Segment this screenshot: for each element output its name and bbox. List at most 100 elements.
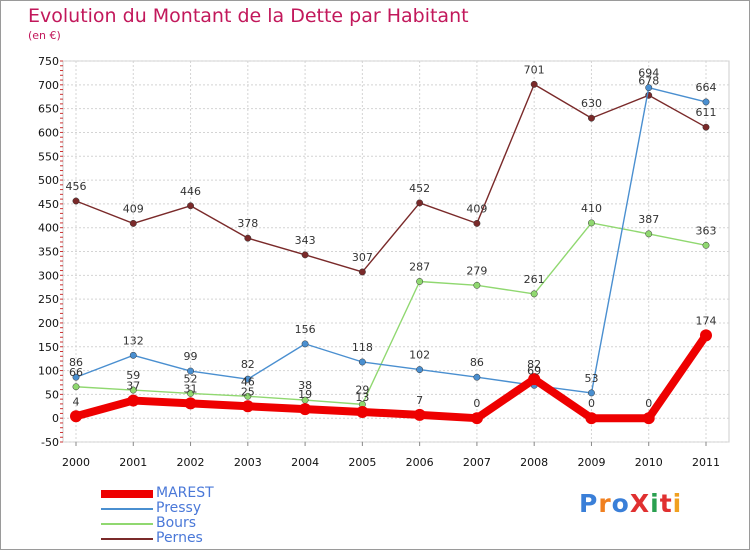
data-point-marest bbox=[470, 412, 483, 425]
legend-swatch bbox=[101, 508, 153, 510]
data-point-pernes bbox=[244, 234, 252, 242]
legend: MAREST Pressy Bours Pernes bbox=[101, 485, 301, 546]
data-point-pernes bbox=[588, 114, 595, 122]
x-tick-label: 2004 bbox=[291, 456, 319, 469]
series-line-bours bbox=[75, 222, 707, 406]
data-point-pressy bbox=[187, 367, 194, 375]
data-point-pernes bbox=[702, 123, 710, 131]
data-label-pernes: 630 bbox=[581, 97, 602, 110]
data-point-bours bbox=[187, 389, 194, 397]
y-tick-label: 650 bbox=[38, 103, 59, 116]
data-point-bours bbox=[588, 219, 595, 227]
data-label-pernes: 409 bbox=[466, 202, 487, 215]
logo-letter: i bbox=[650, 489, 660, 518]
data-label-bours: 52 bbox=[184, 372, 198, 385]
data-label-marest: 19 bbox=[298, 388, 312, 401]
data-label-bours: 387 bbox=[638, 213, 659, 226]
data-label-marest: 82 bbox=[527, 358, 541, 371]
logo-letter: P bbox=[579, 489, 599, 518]
data-label-pernes: 378 bbox=[237, 217, 258, 230]
data-point-pernes bbox=[301, 251, 309, 259]
y-tick-label: 200 bbox=[38, 317, 59, 330]
data-label-pressy: 156 bbox=[295, 323, 316, 336]
x-tick-label: 2000 bbox=[62, 456, 90, 469]
data-label-pernes: 611 bbox=[696, 106, 717, 119]
data-point-pernes bbox=[187, 202, 194, 210]
data-point-marest bbox=[700, 329, 712, 342]
y-tick-label: 300 bbox=[38, 269, 59, 282]
data-label-pressy: 118 bbox=[352, 341, 373, 354]
data-label-bours: 46 bbox=[241, 375, 255, 388]
y-tick-label: 500 bbox=[38, 174, 59, 187]
series-line-marest bbox=[72, 331, 710, 423]
data-label-pressy: 694 bbox=[638, 67, 659, 80]
x-tick-label: 2006 bbox=[406, 456, 434, 469]
x-tick-label: 2011 bbox=[692, 456, 720, 469]
data-point-pressy bbox=[72, 373, 80, 381]
data-label-marest: 4 bbox=[73, 395, 80, 408]
y-tick-label: 750 bbox=[38, 55, 59, 68]
data-point-pressy bbox=[473, 373, 481, 381]
data-label-pernes: 343 bbox=[295, 234, 316, 247]
x-tick-label: 2009 bbox=[577, 456, 605, 469]
x-tick-label: 2001 bbox=[119, 456, 147, 469]
legend-swatch bbox=[101, 523, 153, 525]
data-label-pernes: 307 bbox=[352, 251, 373, 264]
proxiti-logo: ProXiti bbox=[579, 489, 682, 518]
x-tick-label: 2007 bbox=[463, 456, 491, 469]
data-point-marest bbox=[127, 394, 140, 407]
logo-letter: o bbox=[611, 489, 630, 518]
data-point-marest bbox=[585, 412, 598, 425]
y-tick-label: 50 bbox=[45, 388, 59, 401]
x-tick-label: 2010 bbox=[635, 456, 663, 469]
data-point-pressy bbox=[702, 98, 710, 106]
data-label-marest: 7 bbox=[416, 394, 423, 407]
data-label-bours: 66 bbox=[69, 366, 83, 379]
legend-label: Bours bbox=[156, 515, 197, 531]
data-point-bours bbox=[702, 241, 710, 249]
legend-item-marest: MAREST bbox=[101, 485, 301, 501]
data-point-bours bbox=[72, 383, 80, 391]
x-tick-label: 2005 bbox=[348, 456, 376, 469]
data-label-pressy: 99 bbox=[184, 350, 198, 363]
data-point-bours bbox=[244, 392, 252, 400]
data-label-pernes: 678 bbox=[638, 74, 659, 87]
data-label-pernes: 452 bbox=[409, 182, 430, 195]
data-point-bours bbox=[645, 230, 653, 238]
data-label-bours: 410 bbox=[581, 202, 602, 215]
data-point-pernes bbox=[473, 219, 481, 227]
logo-letter: t bbox=[659, 489, 673, 518]
data-label-pernes: 701 bbox=[524, 63, 545, 76]
legend-label: Pernes bbox=[156, 530, 203, 546]
data-point-pressy bbox=[416, 366, 424, 374]
legend-swatch bbox=[101, 538, 153, 540]
y-tick-label: 450 bbox=[38, 198, 59, 211]
data-point-bours bbox=[530, 290, 538, 298]
data-label-marest: 25 bbox=[241, 385, 255, 398]
data-label-marest: 13 bbox=[355, 391, 369, 404]
data-label-pernes: 456 bbox=[66, 180, 87, 193]
data-label-bours: 363 bbox=[696, 224, 717, 237]
data-label-pressy: 86 bbox=[470, 356, 484, 369]
y-tick-label: -50 bbox=[41, 436, 59, 449]
logo-letter: r bbox=[598, 489, 612, 518]
data-label-pressy: 86 bbox=[69, 356, 83, 369]
data-label-pernes: 409 bbox=[123, 202, 144, 215]
legend-item-pressy: Pressy bbox=[101, 500, 301, 516]
chart-title: Evolution du Montant de la Dette par Hab… bbox=[28, 5, 469, 27]
x-tick-label: 2008 bbox=[520, 456, 548, 469]
data-point-pernes bbox=[72, 197, 80, 205]
legend-item-bours: Bours bbox=[101, 515, 301, 531]
data-point-marest bbox=[184, 397, 197, 410]
y-tick-label: 0 bbox=[52, 412, 59, 425]
logo-letter: i bbox=[672, 489, 683, 518]
y-tick-label: 100 bbox=[38, 365, 59, 378]
data-label-bours: 29 bbox=[355, 383, 369, 396]
y-tick-label: 350 bbox=[38, 246, 59, 259]
legend-label: Pressy bbox=[156, 500, 202, 516]
data-point-pernes bbox=[416, 199, 424, 207]
data-label-marest: 0 bbox=[645, 397, 652, 410]
y-tick-label: 250 bbox=[38, 293, 59, 306]
